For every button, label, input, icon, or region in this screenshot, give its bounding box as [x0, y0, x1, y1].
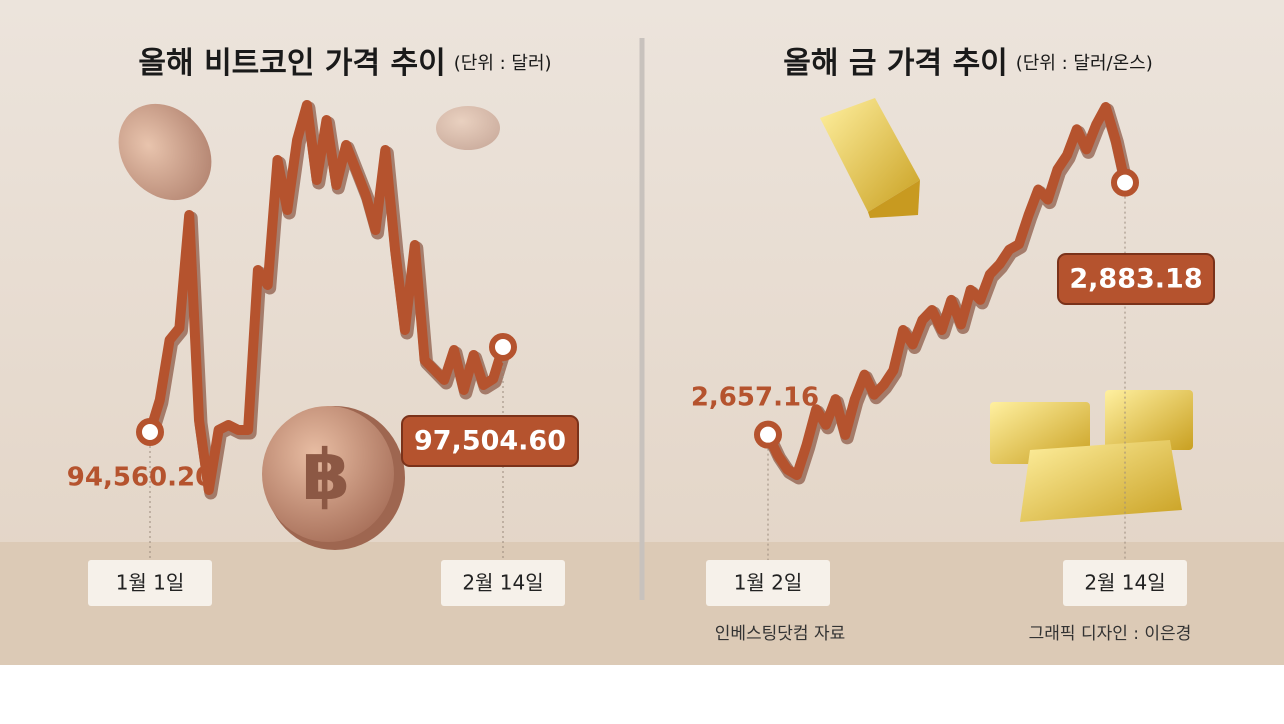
value-label: 97,504.60	[414, 426, 566, 457]
point-marker	[489, 333, 517, 362]
subtitle: (단위 : 달러/온스)	[1016, 53, 1153, 74]
date-label: 1월 1일	[116, 571, 185, 595]
point-marker	[754, 420, 782, 449]
value-label: 94,560.20	[67, 463, 213, 493]
date-label: 2월 14일	[1084, 571, 1165, 595]
gold-decor	[820, 98, 1193, 522]
chart-title: 올해 비트코인 가격 추이 (단위 : 달러)	[138, 46, 551, 81]
date-label: 1월 2일	[734, 571, 803, 595]
value-box	[1057, 253, 1215, 305]
chart-title: 올해 금 가격 추이 (단위 : 달러/온스)	[783, 46, 1153, 81]
coin-decor: ฿	[118, 103, 500, 550]
date-label: 2월 14일	[462, 571, 543, 595]
value-label: 2,883.18	[1069, 264, 1202, 295]
title: 올해 비트코인 가격 추이	[138, 46, 445, 81]
title: 올해 금 가격 추이	[783, 46, 1008, 81]
point-marker	[1111, 168, 1139, 197]
price-line	[145, 100, 508, 495]
svg-text:฿: ฿	[302, 434, 351, 516]
date-box	[1063, 560, 1187, 606]
date-box	[441, 560, 565, 606]
subtitle: (단위 : 달러)	[454, 53, 552, 74]
date-box	[88, 560, 212, 606]
date-box	[706, 560, 830, 606]
value-box	[401, 415, 579, 467]
value-label: 2,657.16	[691, 383, 819, 413]
source: 인베스팅닷컴 자료	[715, 624, 846, 644]
credit: 그래픽 디자인 : 이은경	[1029, 624, 1192, 644]
price-line	[763, 102, 1130, 480]
point-marker	[136, 418, 164, 447]
